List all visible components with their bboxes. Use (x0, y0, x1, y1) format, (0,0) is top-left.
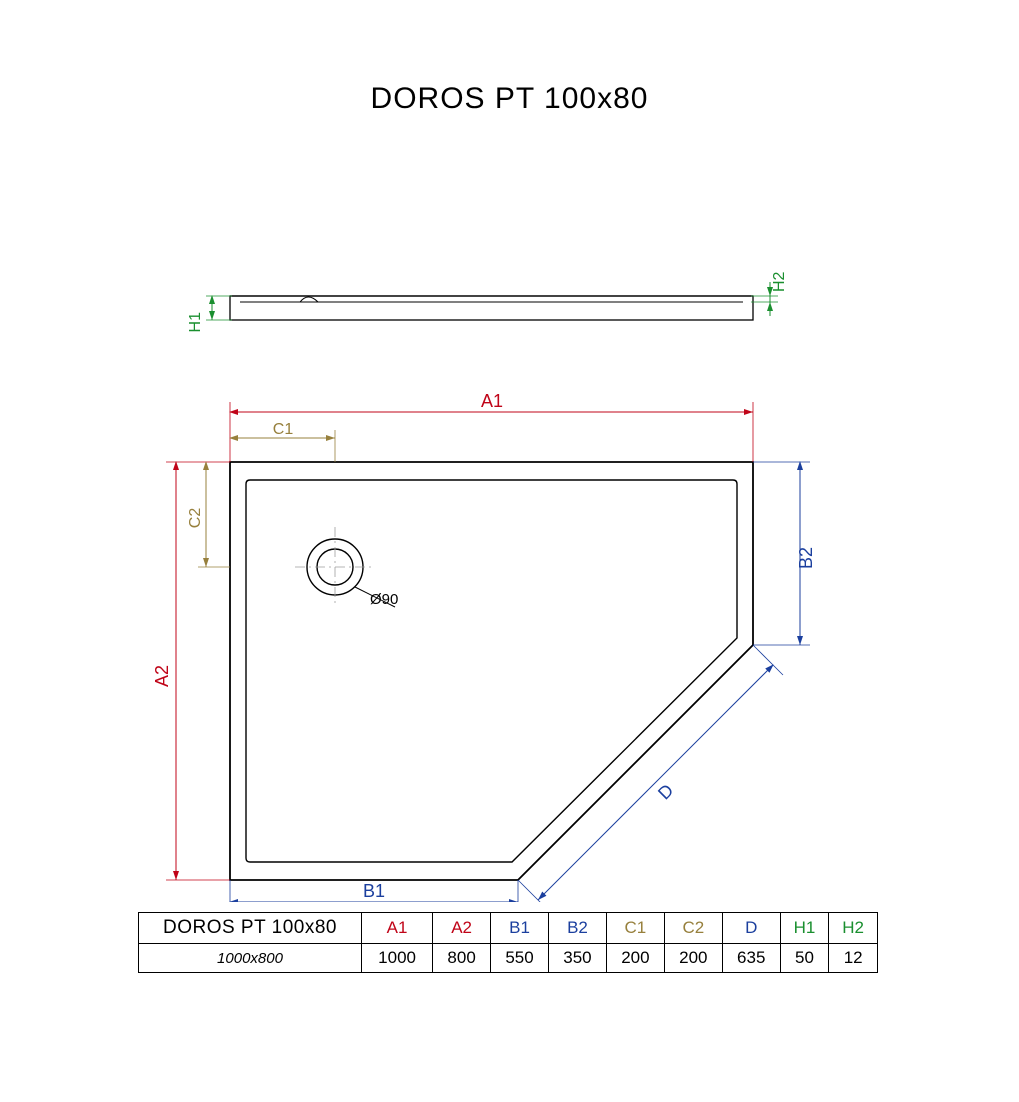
label-b2: B2 (796, 547, 816, 569)
plan-view: Ø90 A1 C1 A2 C2 B2 B1 (152, 391, 816, 902)
size-cell: 1000x800 (139, 944, 362, 973)
label-c2: C2 (187, 508, 204, 529)
label-h1: H1 (187, 312, 204, 333)
col-c2: C2 (664, 913, 722, 944)
table-value-row: 1000x800 1000 800 550 350 200 200 635 50… (139, 944, 878, 973)
val-a1: 1000 (362, 944, 433, 973)
val-b1: 550 (491, 944, 549, 973)
val-b2: 350 (549, 944, 607, 973)
table-header-row: DOROS PT 100x80 A1 A2 B1 B2 C1 C2 D H1 H… (139, 913, 878, 944)
col-b2: B2 (549, 913, 607, 944)
label-h2: H2 (771, 271, 788, 292)
dimension-table: DOROS PT 100x80 A1 A2 B1 B2 C1 C2 D H1 H… (138, 912, 878, 973)
val-c2: 200 (664, 944, 722, 973)
col-d: D (722, 913, 780, 944)
label-b1: B1 (363, 881, 385, 901)
val-h1: 50 (780, 944, 829, 973)
val-c1: 200 (606, 944, 664, 973)
product-name-cell: DOROS PT 100x80 (139, 913, 362, 944)
col-h1: H1 (780, 913, 829, 944)
col-h2: H2 (829, 913, 878, 944)
label-c1: C1 (273, 421, 294, 438)
side-elevation: H1 H2 (187, 271, 788, 332)
col-a2: A2 (433, 913, 491, 944)
technical-drawing: H1 H2 Ø90 A1 C1 (0, 262, 1019, 902)
label-a2: A2 (152, 665, 172, 687)
col-c1: C1 (606, 913, 664, 944)
label-diameter: Ø90 (370, 591, 398, 608)
page-title: DOROS PT 100x80 (0, 82, 1019, 116)
label-d: D (654, 780, 677, 803)
col-b1: B1 (491, 913, 549, 944)
val-a2: 800 (433, 944, 491, 973)
val-d: 635 (722, 944, 780, 973)
label-a1: A1 (481, 391, 503, 411)
col-a1: A1 (362, 913, 433, 944)
val-h2: 12 (829, 944, 878, 973)
